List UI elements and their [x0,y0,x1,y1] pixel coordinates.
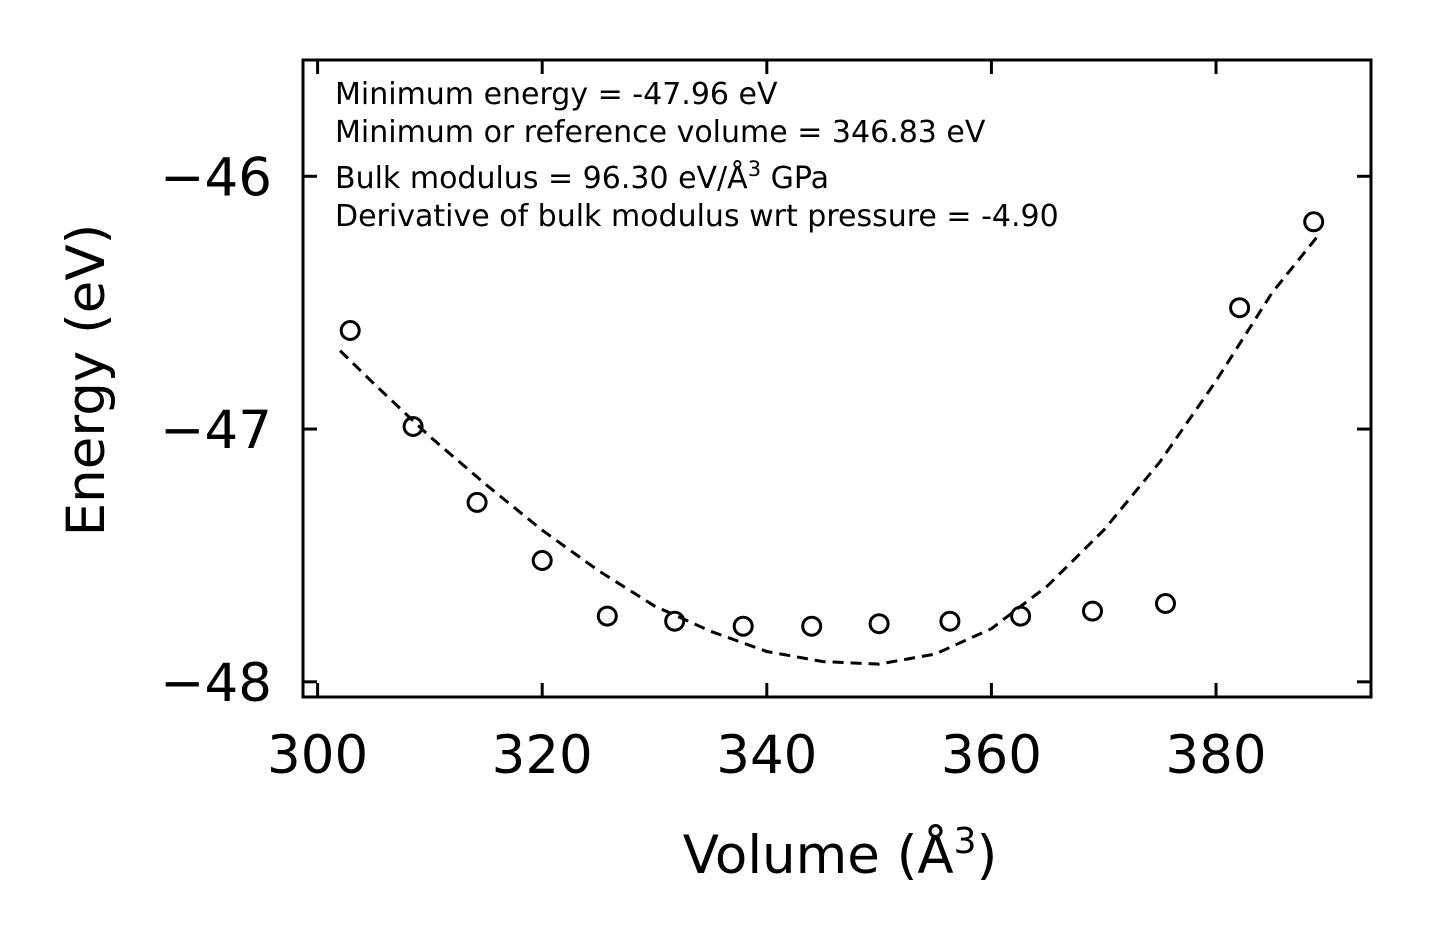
x-axis-label-text: Volume (Å [683,822,954,886]
data-point [339,320,361,341]
annotation-derivative: Derivative of bulk modulus wrt pressure … [335,199,1059,234]
fit-curve-line [339,235,1319,666]
data-point [1082,600,1103,622]
annotation-bulk-modulus-prefix: Bulk modulus = 96.30 eV/Å [335,160,748,196]
data-point [1155,593,1176,614]
data-point [402,416,424,437]
data-point [801,615,823,637]
data-point [664,610,686,632]
data-point [531,550,553,571]
data-point [1010,605,1032,627]
data-point [466,491,488,513]
data-point [939,610,961,632]
data-point [1303,211,1325,233]
data-points-layer [339,211,1325,637]
data-point [596,605,618,627]
data-point [868,613,890,635]
annotation-bulk-modulus: Bulk modulus = 96.30 eV/Å3 GPa [335,157,829,196]
y-tick-label: −47 [160,400,272,461]
annotation-min-volume: Minimum or reference volume = 346.83 eV [335,115,986,150]
fit-curve-layer [339,235,1319,666]
annotation-min-energy: Minimum energy = -47.96 eV [335,77,778,112]
annotation-bulk-modulus-sup: 3 [748,157,761,181]
x-tick-label: 380 [1165,725,1266,786]
x-tick-label: 360 [941,725,1042,786]
x-tick-label: 340 [716,725,817,786]
annotation-bulk-modulus-suffix: GPa [761,161,829,196]
x-axis-label: Volume (Å3) [683,821,998,886]
y-tick-label: −46 [160,147,272,208]
x-axis-label-sup: 3 [954,821,977,862]
data-point [732,615,754,637]
data-point [1229,297,1251,319]
axis-ticks-layer [303,60,1371,697]
x-tick-label: 320 [492,725,593,786]
y-tick-label: −48 [160,653,272,714]
x-tick-label: 300 [267,725,368,786]
tick-labels-layer: 300 320 340 360 380 −48 −47 −46 [160,147,1266,786]
plot-area-frame [301,58,1373,699]
x-axis-label-close: ) [977,825,998,886]
y-axis-label: Energy (eV) [56,224,117,537]
